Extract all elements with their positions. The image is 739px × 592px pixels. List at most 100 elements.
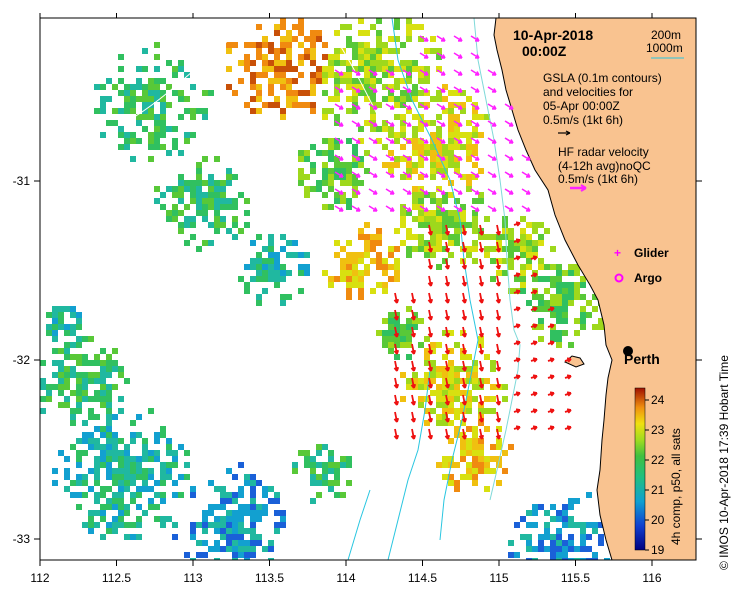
sst-cell [166, 468, 172, 474]
sst-cell [64, 396, 70, 402]
sst-cell [544, 228, 550, 234]
sst-cell [280, 72, 286, 78]
sst-cell [208, 180, 214, 186]
sst-cell [358, 252, 364, 258]
sst-cell [526, 240, 532, 246]
sst-cell [580, 546, 586, 552]
colorbar-tick-label: 19 [651, 543, 665, 557]
sst-cell [232, 510, 238, 516]
sst-cell [484, 252, 490, 258]
sst-cell [106, 486, 112, 492]
sst-cell [202, 198, 208, 204]
sst-cell [436, 198, 442, 204]
sst-cell [358, 54, 364, 60]
sst-cell [592, 552, 598, 558]
sst-cell [274, 522, 280, 528]
sst-cell [358, 288, 364, 294]
sst-cell [202, 192, 208, 198]
sst-cell [484, 468, 490, 474]
sst-cell [550, 516, 556, 522]
sst-cell [64, 354, 70, 360]
sst-cell [106, 78, 112, 84]
sst-cell [430, 216, 436, 222]
sst-cell [70, 342, 76, 348]
sst-cell [250, 480, 256, 486]
sst-cell [376, 264, 382, 270]
sst-cell [484, 462, 490, 468]
sst-cell [376, 240, 382, 246]
hf-vector [368, 171, 378, 178]
sst-cell [562, 306, 568, 312]
sst-cell [250, 486, 256, 492]
velocity-vector [478, 343, 485, 355]
y-axis: -31-32-33 [13, 174, 702, 546]
sst-cell [190, 534, 196, 540]
sst-cell [292, 90, 298, 96]
sst-cell [346, 108, 352, 114]
sst-cell [574, 282, 580, 288]
sst-cell [298, 90, 304, 96]
hf-vector [351, 86, 361, 93]
sst-cell [406, 210, 412, 216]
hf-vector [436, 171, 446, 178]
sst-cell [472, 126, 478, 132]
sst-cell [328, 456, 334, 462]
sst-cell [436, 132, 442, 138]
sst-cell [130, 96, 136, 102]
sst-cell [166, 438, 172, 444]
sst-cell [430, 228, 436, 234]
sst-cell [496, 426, 502, 432]
velocity-vector [495, 292, 502, 304]
sst-cell [406, 24, 412, 30]
sst-cell [508, 540, 514, 546]
sst-cell [220, 492, 226, 498]
hf-vector [504, 205, 514, 212]
sst-cell [190, 198, 196, 204]
sst-cell [400, 336, 406, 342]
sst-cell [526, 522, 532, 528]
sst-cell [472, 144, 478, 150]
velocity-vector [410, 411, 417, 423]
sst-cell [76, 402, 82, 408]
velocity-vector [427, 258, 434, 270]
sst-cell [274, 48, 280, 54]
sst-cell [136, 432, 142, 438]
sst-cell [250, 96, 256, 102]
hf-vector [436, 154, 446, 161]
colorbar [634, 387, 646, 551]
sst-cell [544, 510, 550, 516]
sst-cell [154, 126, 160, 132]
sst-cell [118, 144, 124, 150]
sst-cell [418, 198, 424, 204]
sst-cell [172, 480, 178, 486]
velocity-vector [461, 258, 468, 270]
sst-cell [142, 48, 148, 54]
sst-cell [418, 384, 424, 390]
sst-cell [580, 522, 586, 528]
gsla-legend-line2: and velocities for [543, 85, 633, 99]
sst-cell [142, 474, 148, 480]
sst-cell [154, 450, 160, 456]
sst-cell [82, 492, 88, 498]
sst-cell [448, 438, 454, 444]
sst-cell [352, 78, 358, 84]
velocity-vector [444, 377, 451, 389]
sst-cell [394, 102, 400, 108]
sst-cell [130, 420, 136, 426]
hf-vector [470, 188, 480, 195]
sst-cell [136, 468, 142, 474]
sst-cell [418, 210, 424, 216]
sst-cell [442, 168, 448, 174]
sst-cell [352, 192, 358, 198]
sst-cell [190, 180, 196, 186]
sst-cell [454, 396, 460, 402]
sst-cell [526, 510, 532, 516]
sst-cell [370, 48, 376, 54]
sst-cell [256, 24, 262, 30]
sst-cell [112, 366, 118, 372]
sst-cell [562, 546, 568, 552]
sst-cell [460, 444, 466, 450]
sst-cell [154, 480, 160, 486]
sst-cell [106, 384, 112, 390]
velocity-vector [427, 275, 434, 287]
